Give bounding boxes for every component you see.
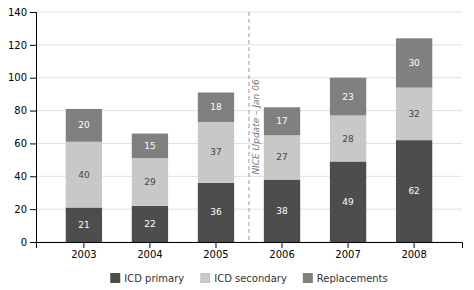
data-label: 18 bbox=[210, 102, 222, 112]
data-label: 27 bbox=[276, 152, 287, 162]
y-tick-mark bbox=[30, 12, 36, 13]
bar bbox=[330, 162, 366, 243]
legend-swatch bbox=[200, 273, 210, 283]
y-tick: 40 bbox=[14, 171, 36, 182]
x-tick-label: 2006 bbox=[269, 249, 294, 260]
bar bbox=[396, 38, 432, 87]
bar bbox=[198, 93, 234, 123]
chart: 0204060801001201402003200420052006200720… bbox=[0, 0, 474, 290]
y-tick: 0 bbox=[21, 237, 36, 248]
y-tick-mark bbox=[30, 176, 36, 177]
data-label: 22 bbox=[144, 219, 155, 229]
bar bbox=[66, 109, 102, 142]
x-tick-label: 2003 bbox=[71, 249, 96, 260]
y-tick-label: 0 bbox=[21, 237, 27, 248]
grid bbox=[36, 12, 462, 242]
bar bbox=[264, 107, 300, 135]
x-tick-label: 2007 bbox=[335, 249, 360, 260]
data-label: 38 bbox=[276, 206, 288, 216]
bar bbox=[66, 142, 102, 208]
data-label: 17 bbox=[276, 116, 287, 126]
data-label: 20 bbox=[78, 120, 90, 130]
legend-label: Replacements bbox=[317, 273, 388, 284]
bar bbox=[132, 158, 168, 206]
data-label: 32 bbox=[408, 109, 419, 119]
plot: 0204060801001201402003200420052006200720… bbox=[8, 7, 463, 260]
data-label: 62 bbox=[408, 186, 419, 196]
bar bbox=[264, 135, 300, 179]
x-tick-mark bbox=[414, 242, 415, 248]
data-label: 49 bbox=[342, 197, 354, 207]
legend-item: ICD primary bbox=[110, 273, 184, 284]
bar bbox=[396, 140, 432, 242]
data-label: 30 bbox=[408, 58, 420, 68]
y-tick-label: 20 bbox=[14, 204, 27, 215]
data-label: 28 bbox=[342, 134, 354, 144]
x-tick-mark bbox=[348, 242, 349, 248]
annotation-line bbox=[249, 12, 250, 242]
legend-swatch bbox=[110, 273, 120, 283]
bar bbox=[132, 206, 168, 242]
y-tick-mark bbox=[30, 78, 36, 79]
bar bbox=[264, 180, 300, 242]
annotation: NICE Update – Jan 06 bbox=[251, 79, 261, 174]
data-label: 40 bbox=[78, 170, 90, 180]
bar bbox=[66, 208, 102, 243]
y-tick: 80 bbox=[14, 105, 36, 116]
y-tick-label: 120 bbox=[8, 40, 27, 51]
y-tick-label: 140 bbox=[8, 7, 27, 18]
y-tick-label: 100 bbox=[8, 72, 27, 83]
y-tick: 100 bbox=[8, 72, 36, 83]
data-label: 21 bbox=[78, 220, 89, 230]
x-tick-mark bbox=[215, 242, 216, 248]
y-tick-label: 80 bbox=[14, 105, 27, 116]
x-tick: 2005 bbox=[203, 242, 228, 260]
bar bbox=[198, 183, 234, 242]
y-tick: 140 bbox=[8, 7, 36, 18]
bar bbox=[330, 78, 366, 116]
legend-label: ICD secondary bbox=[214, 273, 287, 284]
x-tick-label: 2004 bbox=[137, 249, 162, 260]
y-tick-mark bbox=[30, 242, 36, 243]
y-tick-mark bbox=[30, 143, 36, 144]
legend-item: ICD secondary bbox=[200, 273, 287, 284]
y-axis-line bbox=[30, 13, 37, 243]
legend-label: ICD primary bbox=[124, 273, 184, 284]
legend: ICD primary ICD secondary Replacements bbox=[110, 273, 388, 284]
x-tick: 2003 bbox=[71, 242, 96, 260]
x-tick-mark bbox=[149, 242, 150, 248]
bar bbox=[132, 134, 168, 159]
x-tick-mark bbox=[83, 242, 84, 248]
data-label: 36 bbox=[210, 207, 222, 217]
y-tick-label: 40 bbox=[14, 171, 27, 182]
x-tick: 2004 bbox=[137, 242, 162, 260]
data-label: 29 bbox=[144, 177, 156, 187]
y-tick: 20 bbox=[14, 204, 36, 215]
y-axis: 0 20 40 60 80 100 120 140 bbox=[8, 7, 37, 248]
x-axis-line bbox=[37, 243, 463, 249]
x-tick: 2006 bbox=[269, 242, 294, 260]
x-tick-label: 2005 bbox=[203, 249, 228, 260]
y-tick: 60 bbox=[14, 138, 36, 149]
y-tick-mark bbox=[30, 45, 36, 46]
x-tick: 2008 bbox=[401, 242, 426, 260]
x-tick-label: 2008 bbox=[401, 249, 426, 260]
bar bbox=[330, 116, 366, 162]
legend-item: Replacements bbox=[303, 273, 388, 284]
legend-swatch bbox=[303, 273, 313, 283]
bar bbox=[396, 88, 432, 141]
x-tick: 2007 bbox=[335, 242, 360, 260]
y-tick: 120 bbox=[8, 40, 36, 51]
data-label: 37 bbox=[210, 147, 221, 157]
y-tick-mark bbox=[30, 111, 36, 112]
x-axis: 2003 2004 2005 2006 2007 2008 bbox=[37, 242, 463, 260]
y-tick-label: 60 bbox=[14, 138, 27, 149]
y-tick-mark bbox=[30, 209, 36, 210]
bar bbox=[198, 122, 234, 183]
x-tick-mark bbox=[282, 242, 283, 248]
data-label: 15 bbox=[144, 141, 155, 151]
data-label: 23 bbox=[342, 92, 353, 102]
